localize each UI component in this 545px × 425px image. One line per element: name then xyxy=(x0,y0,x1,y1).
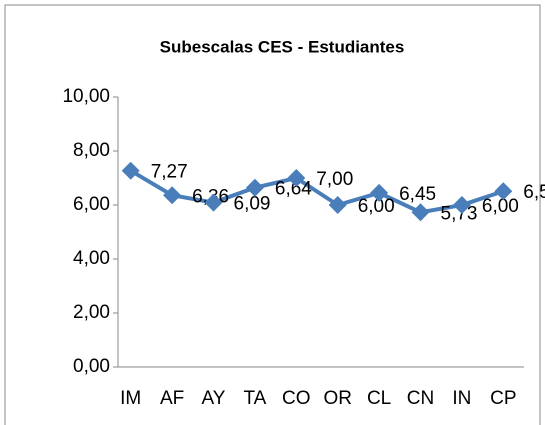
data-label: 6,00 xyxy=(482,196,519,217)
x-tick-label: IN xyxy=(452,388,471,409)
data-label: 6,64 xyxy=(275,179,312,200)
marker xyxy=(163,186,182,205)
x-tick-label: CO xyxy=(282,388,311,409)
y-tick-label: 4,00 xyxy=(73,248,110,269)
y-tick-label: 8,00 xyxy=(73,140,110,161)
data-label: 6,45 xyxy=(399,184,436,205)
marker xyxy=(328,196,347,214)
x-tick-label: AY xyxy=(202,388,226,409)
marker xyxy=(370,183,389,202)
data-label: 5,73 xyxy=(441,203,478,224)
x-tick-label: CN xyxy=(407,388,434,409)
series-line xyxy=(129,168,504,215)
data-label: 6,51 xyxy=(523,182,545,203)
marker xyxy=(411,203,430,222)
x-tick-label: IM xyxy=(120,388,141,409)
marker xyxy=(204,193,223,212)
data-label: 7,00 xyxy=(316,169,353,190)
x-tick-label: OR xyxy=(323,388,352,409)
y-tick-label: 6,00 xyxy=(73,194,110,215)
x-tick-label: TA xyxy=(243,388,266,409)
chart-border xyxy=(4,4,541,425)
x-tick-label: CP xyxy=(490,388,516,409)
marker xyxy=(452,196,471,214)
marker xyxy=(287,169,306,187)
data-label: 7,27 xyxy=(151,162,188,183)
marker xyxy=(245,178,264,197)
chart-title: Subescalas CES - Estudiantes xyxy=(160,37,405,56)
data-label: 6,09 xyxy=(234,194,271,215)
marker xyxy=(494,182,513,201)
data-label: 6,00 xyxy=(358,196,395,217)
marker xyxy=(121,161,140,180)
y-tick-label: 10,00 xyxy=(62,86,110,107)
y-tick-label: 2,00 xyxy=(73,302,110,323)
y-tick-label: 0,00 xyxy=(73,356,110,377)
x-tick-label: AF xyxy=(160,388,184,409)
x-tick-label: CL xyxy=(367,388,391,409)
